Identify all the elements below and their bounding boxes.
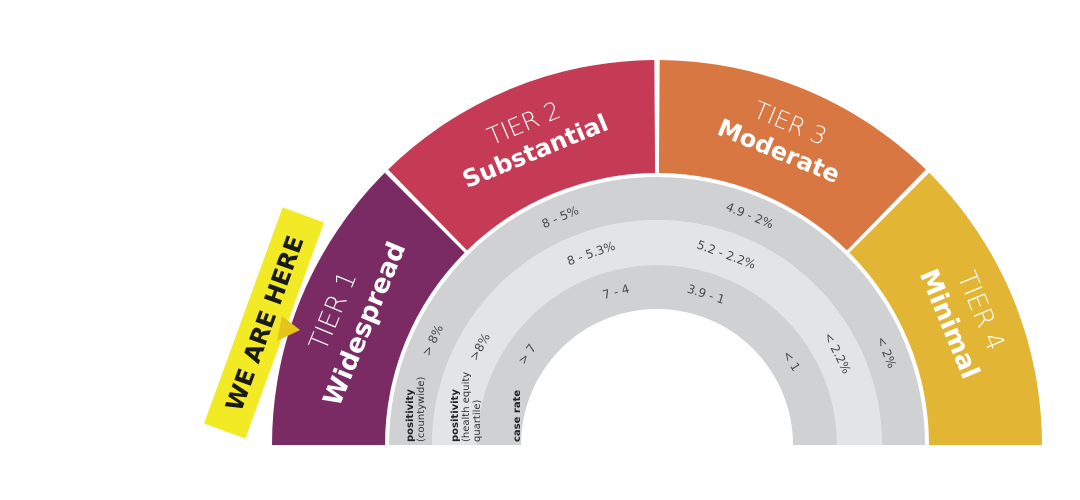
ring-2-label-sub-2: quartile) <box>472 399 483 442</box>
ring-1-label-sub: (countywide) <box>416 377 427 442</box>
ring-1-label: positivity (countywide) <box>405 377 427 442</box>
tier-4-band <box>849 172 1042 445</box>
ring-3-tier-2-value: 7 - 4 <box>601 282 631 303</box>
ring-2-label: positivity (health equity quartile) <box>450 372 483 442</box>
pointer-arrow-icon <box>277 316 300 341</box>
tier-2-band <box>388 60 656 251</box>
ring-2-label-title: positivity <box>450 389 461 442</box>
ring-3-label-title: case rate <box>512 390 523 442</box>
positivity-countywide-ring <box>389 177 925 445</box>
ring-2-label-sub-1: (health equity <box>461 372 472 442</box>
tier-3-band <box>658 60 926 251</box>
ring-3-label: case rate <box>512 390 523 442</box>
tier-1-band <box>272 172 465 445</box>
we-are-here-banner <box>203 207 325 439</box>
ring-1-label-title: positivity <box>405 389 416 442</box>
case-rate-ring <box>477 265 837 445</box>
positivity-equity-ring <box>432 220 882 445</box>
